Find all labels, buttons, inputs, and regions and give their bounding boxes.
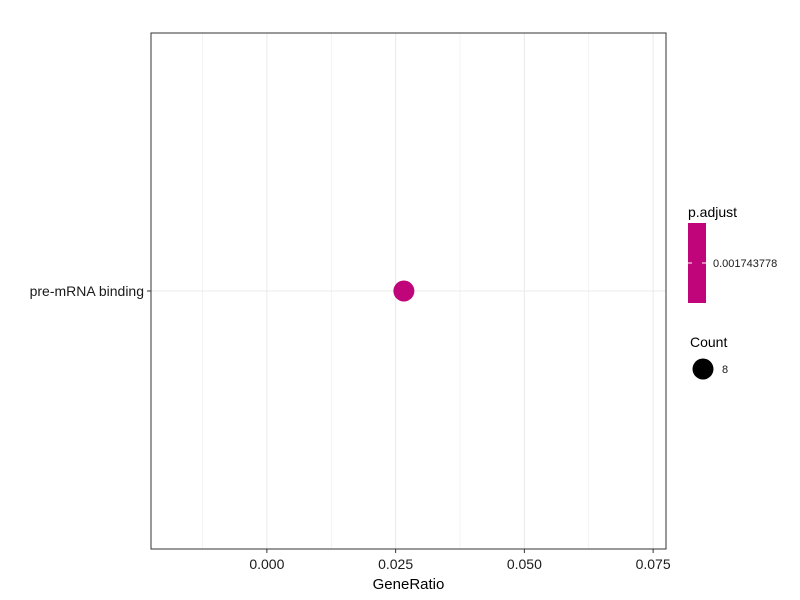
- color-legend-label: 0.001743778: [713, 258, 777, 270]
- x-axis-tick-label: 0.025: [378, 556, 413, 572]
- x-axis-tick-label: 0.000: [249, 556, 284, 572]
- data-point: [393, 280, 415, 302]
- size-legend-key: [692, 358, 714, 380]
- axes: 0.000 0.025 0.050 0.075 pre-mRNA binding: [30, 283, 671, 572]
- color-legend-title: p.adjust: [688, 204, 737, 220]
- data-points: [393, 280, 415, 302]
- legend: p.adjust 0.001743778 Count 8: [688, 204, 777, 380]
- x-axis-tick-label: 0.075: [636, 556, 671, 572]
- x-axis-title: GeneRatio: [373, 576, 445, 593]
- size-legend-label: 8: [722, 364, 728, 376]
- size-legend-title: Count: [690, 334, 727, 350]
- color-legend-bar: [688, 223, 706, 303]
- x-axis-tick-label: 0.050: [507, 556, 542, 572]
- y-axis-tick-label: pre-mRNA binding: [30, 283, 144, 299]
